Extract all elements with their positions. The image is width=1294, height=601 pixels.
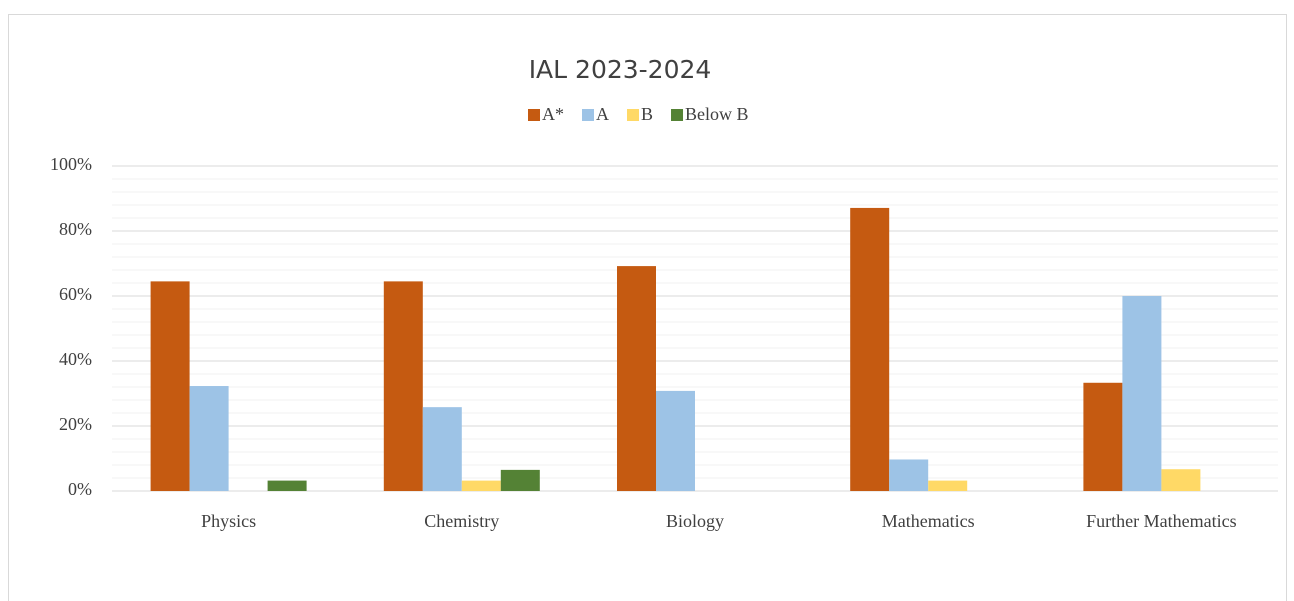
- legend-label: A: [596, 104, 609, 124]
- y-tick-label: 40%: [59, 349, 92, 369]
- bar: [267, 480, 307, 491]
- bar: [1083, 382, 1123, 491]
- chart-title: IAL 2023-2024: [529, 55, 712, 84]
- x-tick-label: Further Mathematics: [1086, 511, 1236, 531]
- legend-label: B: [641, 104, 653, 124]
- bar: [500, 469, 540, 491]
- bar: [1161, 469, 1201, 491]
- x-tick-label: Physics: [201, 511, 256, 531]
- legend-swatch: [528, 109, 540, 121]
- x-tick-label: Mathematics: [882, 511, 975, 531]
- y-tick-label: 20%: [59, 414, 92, 434]
- bar: [383, 281, 423, 491]
- legend-swatch: [582, 109, 594, 121]
- bar: [928, 480, 968, 491]
- x-tick-label: Chemistry: [424, 511, 499, 531]
- chart-border: [8, 14, 1287, 601]
- bar: [617, 266, 656, 491]
- bar: [150, 281, 190, 491]
- y-tick-label: 60%: [59, 284, 92, 304]
- y-tick-label: 80%: [59, 219, 92, 239]
- legend-swatch: [627, 109, 639, 121]
- legend-label: Below B: [685, 104, 749, 124]
- legend-swatch: [671, 109, 684, 121]
- bar: [422, 407, 462, 491]
- bar: [656, 390, 695, 491]
- x-tick-label: Biology: [666, 511, 724, 531]
- bar: [889, 459, 929, 491]
- y-tick-label: 0%: [68, 479, 92, 499]
- bar: [189, 386, 229, 491]
- bar: [1122, 296, 1162, 491]
- y-tick-label: 100%: [50, 154, 92, 174]
- bar: [461, 480, 501, 491]
- bar: [850, 207, 890, 492]
- legend-label: A*: [542, 104, 564, 124]
